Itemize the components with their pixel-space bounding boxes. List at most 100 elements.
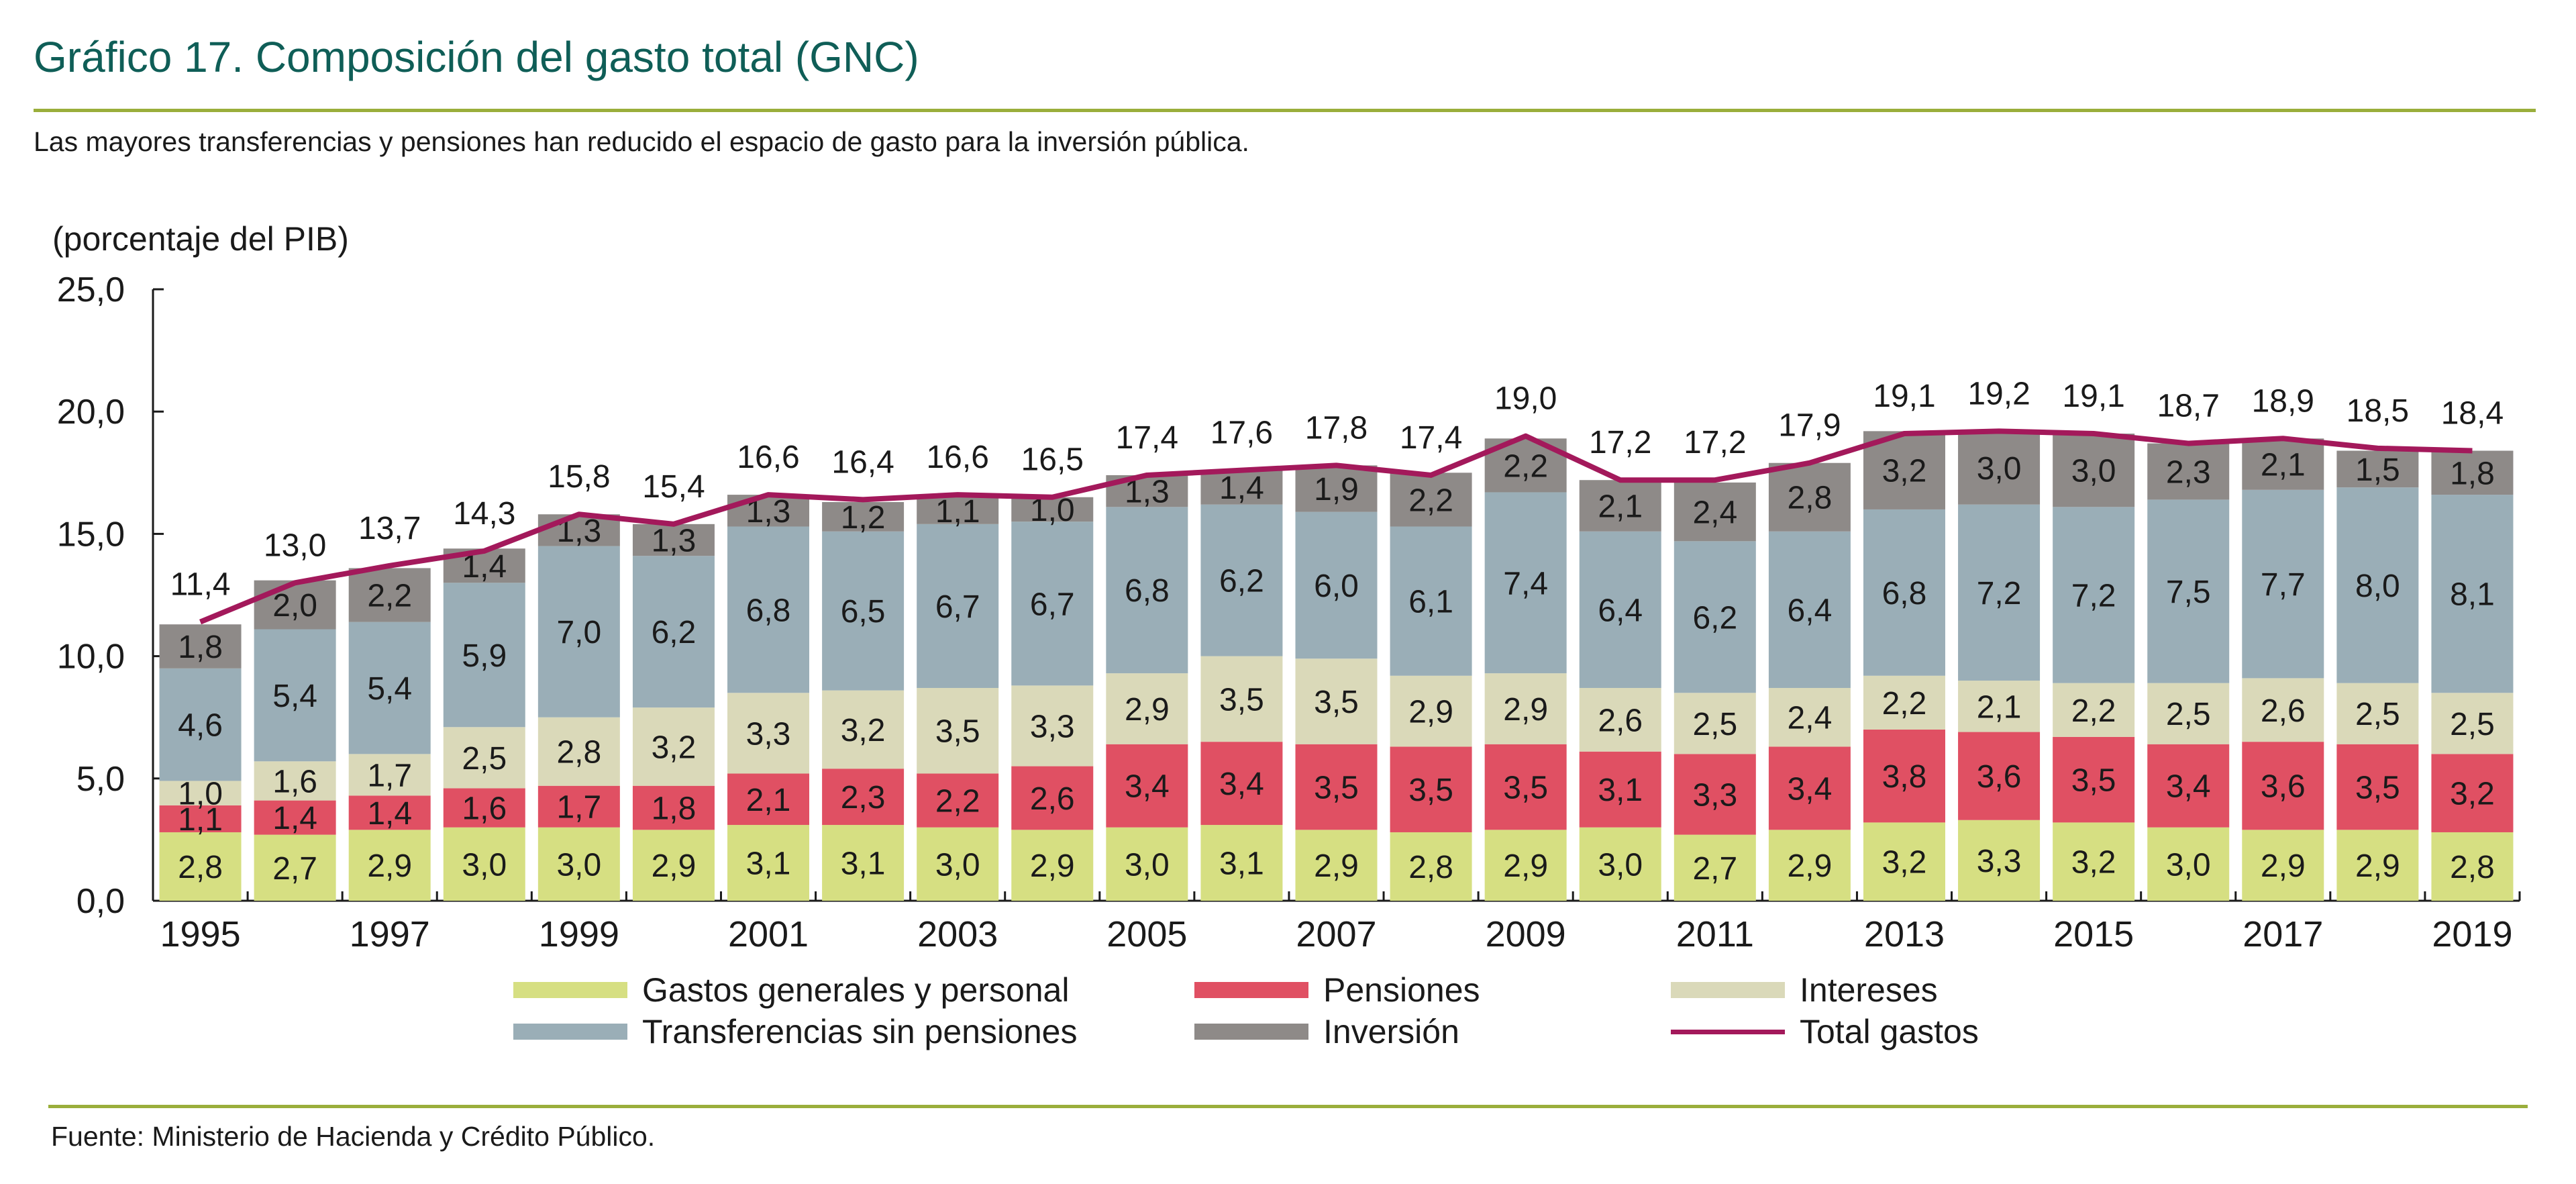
bar-segment-gastos bbox=[254, 834, 336, 901]
bar-segment-gastos bbox=[348, 830, 431, 901]
bar-segment-transferencias bbox=[2242, 489, 2324, 679]
segment-label-intereses: 1,6 bbox=[272, 764, 317, 799]
bar-segment-pensiones bbox=[1579, 751, 1661, 828]
segment-label-pensiones: 3,3 bbox=[1692, 777, 1737, 813]
x-tick-label: 2015 bbox=[2053, 914, 2134, 954]
bar-segment-inversion bbox=[632, 524, 715, 556]
segment-label-inversion: 2,3 bbox=[2166, 454, 2211, 490]
bar-segment-intereses bbox=[1484, 673, 1567, 744]
chart-title: Gráfico 17. Composición del gasto total … bbox=[34, 33, 919, 81]
segment-label-transferencias: 5,4 bbox=[272, 679, 317, 714]
total-label: 16,6 bbox=[926, 440, 988, 475]
bar-segment-intereses bbox=[348, 754, 431, 796]
segment-label-transferencias: 6,7 bbox=[1030, 587, 1075, 622]
segment-label-intereses: 3,2 bbox=[652, 730, 697, 765]
bar-segment-intereses bbox=[1295, 658, 1378, 744]
segment-label-inversion: 1,8 bbox=[2450, 456, 2495, 491]
bar-segment-inversion bbox=[1390, 473, 1472, 527]
bar-segment-gastos bbox=[1484, 830, 1567, 901]
bar-segment-inversion bbox=[2431, 450, 2514, 495]
segment-label-transferencias: 7,5 bbox=[2166, 575, 2211, 610]
segment-label-gastos: 2,8 bbox=[178, 850, 223, 885]
segment-label-inversion: 1,2 bbox=[841, 500, 886, 536]
legend-item-pensiones: Pensiones bbox=[1194, 971, 1480, 1009]
segment-label-transferencias: 4,6 bbox=[178, 708, 223, 744]
total-label: 17,8 bbox=[1305, 410, 1368, 446]
segment-label-pensiones: 1,1 bbox=[178, 802, 223, 838]
legend-swatch-transferencias bbox=[513, 1024, 627, 1040]
bar-segment-intereses bbox=[1673, 693, 1756, 754]
total-line-group bbox=[199, 428, 2473, 625]
segment-label-transferencias: 7,2 bbox=[1977, 576, 2022, 611]
bar-segment-intereses bbox=[1011, 685, 1094, 767]
segment-label-pensiones: 3,5 bbox=[1314, 771, 1359, 806]
bar-segment-pensiones bbox=[1200, 742, 1283, 826]
bar-segment-intereses bbox=[2053, 683, 2135, 737]
legend-item-gastos: Gastos generales y personal bbox=[513, 971, 1069, 1009]
bar-segment-intereses bbox=[254, 761, 336, 801]
total-label: 17,9 bbox=[1778, 408, 1841, 444]
bar-segment-gastos bbox=[1673, 834, 1756, 901]
x-tick-label: 2005 bbox=[1106, 914, 1187, 954]
total-gastos-line bbox=[199, 428, 2473, 625]
segment-label-intereses: 2,9 bbox=[1408, 695, 1453, 730]
segment-label-intereses: 2,4 bbox=[1788, 701, 1833, 736]
total-label: 17,6 bbox=[1210, 415, 1273, 451]
bar-segment-transferencias bbox=[2053, 507, 2135, 683]
bar-segment-intereses bbox=[1200, 656, 1283, 742]
bar-segment-intereses bbox=[822, 690, 905, 769]
bar-segment-pensiones bbox=[727, 773, 810, 826]
bar-segment-intereses bbox=[1958, 681, 2041, 732]
bar-segment-transferencias bbox=[1200, 504, 1283, 656]
segment-label-pensiones: 3,8 bbox=[1882, 759, 1927, 795]
bar-segment-inversion bbox=[254, 580, 336, 630]
total-label: 19,2 bbox=[1967, 376, 2030, 411]
bar-segment-intereses bbox=[1579, 687, 1661, 752]
segment-label-transferencias: 7,2 bbox=[2071, 579, 2116, 614]
bar-segment-inversion bbox=[1958, 431, 2041, 505]
y-axis-label: (porcentaje del PIB) bbox=[52, 220, 349, 258]
total-label: 11,4 bbox=[170, 567, 231, 603]
segment-label-inversion: 1,3 bbox=[652, 524, 697, 559]
bar-segment-gastos bbox=[2242, 830, 2324, 901]
bar-segment-transferencias bbox=[632, 556, 715, 708]
segment-label-transferencias: 6,2 bbox=[652, 615, 697, 650]
segment-label-pensiones: 1,4 bbox=[272, 801, 317, 836]
bar-segment-intereses bbox=[1768, 687, 1851, 747]
bar-segment-pensiones bbox=[2336, 744, 2419, 830]
bar-segment-pensiones bbox=[537, 785, 620, 828]
segment-label-pensiones: 3,4 bbox=[1788, 771, 1833, 807]
bar-segment-pensiones bbox=[1958, 732, 2041, 820]
source-note: Fuente: Ministerio de Hacienda y Crédito… bbox=[51, 1121, 656, 1152]
segment-label-pensiones: 2,1 bbox=[746, 783, 791, 818]
bar-segment-intereses bbox=[632, 707, 715, 786]
bar-segment-transferencias bbox=[1958, 504, 2041, 681]
bar-segment-transferencias bbox=[537, 546, 620, 718]
total-label: 17,2 bbox=[1684, 425, 1746, 460]
segment-label-pensiones: 1,6 bbox=[462, 791, 507, 827]
segment-label-intereses: 1,0 bbox=[178, 777, 223, 812]
bar-segment-intereses bbox=[537, 717, 620, 786]
bar-segment-intereses bbox=[443, 727, 525, 789]
x-tick-label: 1997 bbox=[350, 914, 430, 954]
segment-label-intereses: 2,5 bbox=[462, 741, 507, 777]
segment-label-intereses: 2,5 bbox=[2166, 697, 2211, 732]
bar-segment-pensiones bbox=[254, 800, 336, 835]
bar-segment-pensiones bbox=[2147, 744, 2230, 828]
total-label: 16,5 bbox=[1021, 442, 1084, 478]
y-tick-label: 15,0 bbox=[57, 515, 125, 554]
segment-label-transferencias: 6,5 bbox=[841, 594, 886, 630]
segment-label-inversion: 1,5 bbox=[2355, 452, 2400, 488]
legend-label: Intereses bbox=[1800, 971, 1938, 1009]
bar-segment-pensiones bbox=[1484, 744, 1567, 830]
bar-segment-gastos bbox=[159, 832, 242, 901]
legend-line-total bbox=[1671, 1029, 1785, 1034]
segment-label-intereses: 2,2 bbox=[2071, 693, 2116, 729]
bar-segment-intereses bbox=[159, 781, 242, 805]
x-tick-label: 2007 bbox=[1296, 914, 1376, 954]
x-tick-label: 1999 bbox=[539, 914, 619, 954]
bar-segment-pensiones bbox=[443, 788, 525, 828]
bar-segment-inversion bbox=[348, 568, 431, 622]
legend-item-intereses: Intereses bbox=[1671, 971, 1938, 1009]
segment-label-intereses: 3,5 bbox=[1314, 685, 1359, 720]
